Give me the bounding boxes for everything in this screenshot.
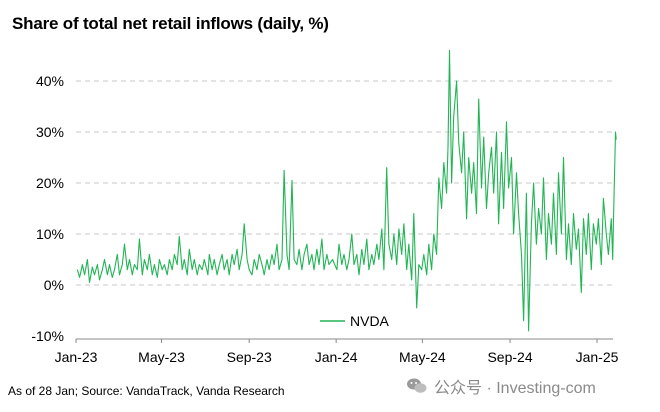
y-axis-tick-labels: -10% 0% 10% 20% 30% 40% xyxy=(31,73,64,344)
watermark: 公众号 · Investing-com xyxy=(406,374,596,398)
x-tick-label: Jan-24 xyxy=(315,349,358,365)
x-tick-label: Jan-23 xyxy=(55,349,98,365)
x-axis xyxy=(75,338,613,343)
y-tick-label: 20% xyxy=(36,175,64,191)
wechat-icon xyxy=(406,377,428,395)
legend-label-nvda: NVDA xyxy=(350,313,390,329)
series-layer xyxy=(76,49,617,332)
legend: NVDA xyxy=(320,313,390,329)
x-tick-label: Sep-23 xyxy=(227,349,272,365)
x-tick-label: Sep-24 xyxy=(487,349,532,365)
y-tick-label: 10% xyxy=(36,226,64,242)
x-tick-label: May-24 xyxy=(399,349,446,365)
chart-title: Share of total net retail inflows (daily… xyxy=(12,14,329,33)
x-axis-tick-labels: Jan-23 May-23 Sep-23 Jan-24 May-24 Sep-24 Jan-… xyxy=(55,349,619,365)
y-tick-label: 0% xyxy=(44,277,64,293)
source-note: As of 28 Jan; Source: VandaTrack, Vanda … xyxy=(8,384,285,398)
y-tick-label: 30% xyxy=(36,124,64,140)
y-tick-label: 40% xyxy=(36,73,64,89)
y-tick-label: -10% xyxy=(31,328,64,344)
watermark-text: 公众号 · Investing-com xyxy=(434,380,596,397)
x-tick-label: May-23 xyxy=(138,349,185,365)
series-line-nvda xyxy=(76,49,617,332)
x-tick-label: Jan-25 xyxy=(576,349,619,365)
